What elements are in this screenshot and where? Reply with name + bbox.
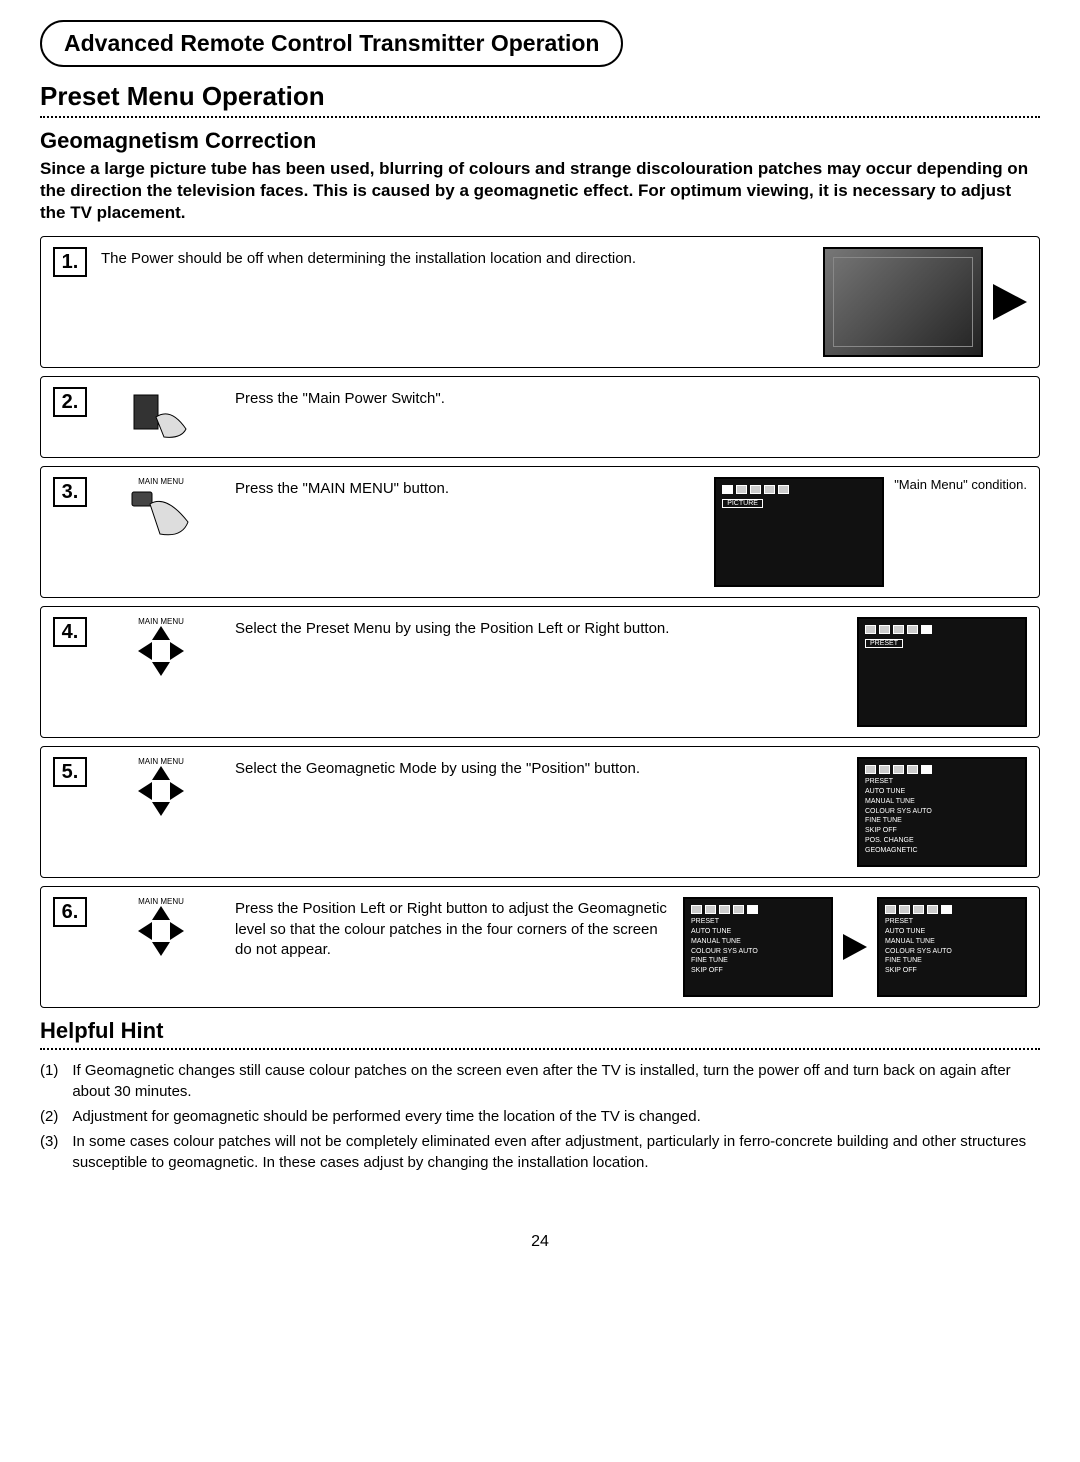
hint-number: (2) (40, 1106, 58, 1127)
arrow-icon (843, 934, 867, 960)
step-text: Press the "MAIN MENU" button. (235, 477, 700, 499)
osd-screen: PRESET AUTO TUNE MANUAL TUNE COLOUR SYS … (683, 897, 833, 997)
step-text: Select the Preset Menu by using the Posi… (235, 617, 843, 639)
hints-section: Helpful Hint (1) If Geomagnetic changes … (40, 1018, 1040, 1173)
step-row: 2. Press the "Main Power Switch". (40, 376, 1040, 458)
step-text: Press the Position Left or Right button … (235, 897, 669, 960)
step-text: Select the Geomagnetic Mode by using the… (235, 757, 843, 779)
hint-item: (2) Adjustment for geomagnetic should be… (40, 1106, 1040, 1127)
step-row: 1. The Power should be off when determin… (40, 236, 1040, 368)
icon-label: MAIN MENU (126, 477, 196, 486)
step-row: 5. MAIN MENU Select the Geomagnetic Mode… (40, 746, 1040, 878)
hint-number: (1) (40, 1060, 58, 1102)
step-icon: MAIN MENU (101, 477, 221, 546)
osd-line: COLOUR SYS AUTO (885, 947, 1019, 957)
icon-label: MAIN MENU (138, 897, 184, 906)
step-number: 3. (53, 477, 87, 507)
header-bubble: Advanced Remote Control Transmitter Oper… (40, 20, 623, 67)
page-number: 24 (40, 1233, 1040, 1251)
osd-line: MANUAL TUNE (885, 937, 1019, 947)
step-screens: PRESET (857, 617, 1027, 727)
osd-badge: PICTURE (722, 499, 763, 508)
step-illustration (823, 247, 1027, 357)
power-switch-icon (126, 387, 196, 447)
osd-line: SKIP OFF (865, 826, 1019, 836)
remote-button-icon (126, 486, 196, 546)
osd-line: COLOUR SYS AUTO (865, 807, 1019, 817)
osd-line: POS. CHANGE (865, 836, 1019, 846)
osd-line: AUTO TUNE (865, 787, 1019, 797)
subheading: Geomagnetism Correction (40, 128, 1040, 154)
section-title: Preset Menu Operation (40, 81, 1040, 112)
icon-label: MAIN MENU (138, 757, 184, 766)
hints-title: Helpful Hint (40, 1018, 1040, 1044)
osd-line: GEOMAGNETIC (865, 846, 1019, 856)
step-number: 1. (53, 247, 87, 277)
step-icon: MAIN MENU (101, 897, 221, 956)
hint-number: (3) (40, 1131, 58, 1173)
step-number: 5. (53, 757, 87, 787)
osd-line: FINE TUNE (865, 816, 1019, 826)
osd-line: FINE TUNE (885, 956, 1019, 966)
step-number: 2. (53, 387, 87, 417)
hint-text: In some cases colour patches will not be… (72, 1131, 1040, 1173)
osd-line: SKIP OFF (885, 966, 1019, 976)
step-icon: MAIN MENU (101, 617, 221, 676)
position-arrows-icon (138, 906, 184, 956)
step-row: 4. MAIN MENU Select the Preset Menu by u… (40, 606, 1040, 738)
screen-caption: "Main Menu" condition. (894, 477, 1027, 492)
position-arrows-icon (138, 626, 184, 676)
hints-list: (1) If Geomagnetic changes still cause c… (40, 1060, 1040, 1173)
intro-text: Since a large picture tube has been used… (40, 158, 1040, 224)
step-row: 3. MAIN MENU Press the "MAIN MENU" butto… (40, 466, 1040, 598)
step-number: 6. (53, 897, 87, 927)
osd-line: FINE TUNE (691, 956, 825, 966)
osd-screen: PRESET AUTO TUNE MANUAL TUNE COLOUR SYS … (857, 757, 1027, 867)
arrow-icon (993, 284, 1027, 320)
position-arrows-icon (138, 766, 184, 816)
step-row: 6. MAIN MENU Press the Position Left or … (40, 886, 1040, 1008)
tv-icon (823, 247, 983, 357)
step-screens: PICTURE "Main Menu" condition. (714, 477, 1027, 587)
hint-item: (3) In some cases colour patches will no… (40, 1131, 1040, 1173)
osd-line: MANUAL TUNE (691, 937, 825, 947)
osd-screen: PRESET AUTO TUNE MANUAL TUNE COLOUR SYS … (877, 897, 1027, 997)
osd-title: PRESET (865, 777, 1019, 787)
icon-label: MAIN MENU (138, 617, 184, 626)
step-icon (101, 387, 221, 447)
divider (40, 116, 1040, 118)
step-text: Press the "Main Power Switch". (235, 387, 1027, 409)
osd-line: COLOUR SYS AUTO (691, 947, 825, 957)
step-text: The Power should be off when determining… (101, 247, 809, 269)
step-number: 4. (53, 617, 87, 647)
hint-text: Adjustment for geomagnetic should be per… (72, 1106, 700, 1127)
hint-text: If Geomagnetic changes still cause colou… (72, 1060, 1040, 1102)
osd-line: AUTO TUNE (885, 927, 1019, 937)
steps-container: 1. The Power should be off when determin… (40, 236, 1040, 1008)
osd-line: SKIP OFF (691, 966, 825, 976)
osd-line: MANUAL TUNE (865, 797, 1019, 807)
step-screens: PRESET AUTO TUNE MANUAL TUNE COLOUR SYS … (857, 757, 1027, 867)
osd-screen: PICTURE (714, 477, 884, 587)
divider (40, 1048, 1040, 1050)
osd-title: PRESET (885, 917, 1019, 927)
hint-item: (1) If Geomagnetic changes still cause c… (40, 1060, 1040, 1102)
osd-line: AUTO TUNE (691, 927, 825, 937)
step-screens: PRESET AUTO TUNE MANUAL TUNE COLOUR SYS … (683, 897, 1027, 997)
osd-title: PRESET (691, 917, 825, 927)
osd-badge: PRESET (865, 639, 903, 648)
step-icon: MAIN MENU (101, 757, 221, 816)
osd-screen: PRESET (857, 617, 1027, 727)
